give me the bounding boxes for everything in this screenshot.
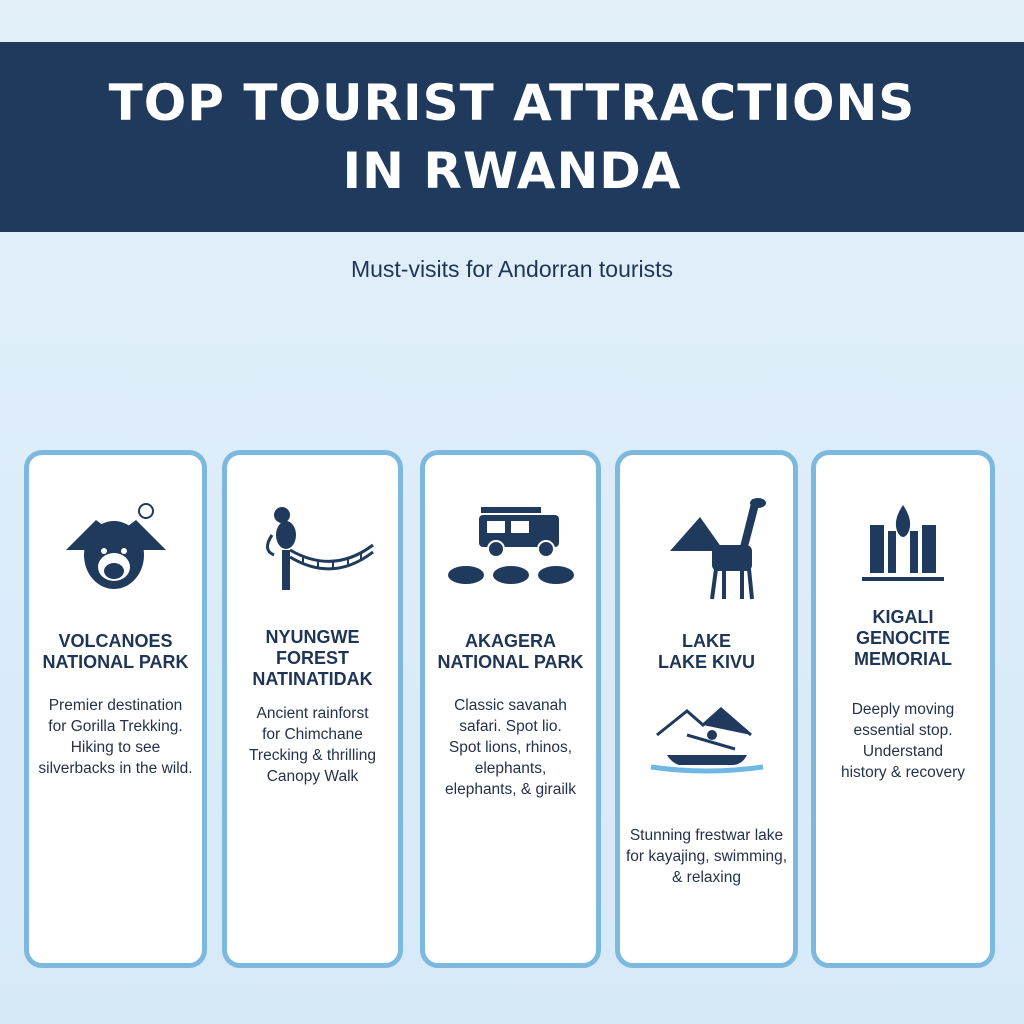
text-line: Trecking & thrilling [249,747,376,764]
text-line: FOREST [275,648,349,668]
card-description: Deeply moving essential stop. Understand hi… [820,699,986,783]
kayak-icon [620,705,793,775]
card-title: KIGALI GENOCITE MEMORIAL [820,607,986,670]
text-line: Premier destination [48,697,183,714]
text-line: KIGALI [872,607,934,627]
text-line: for kayajing, swimming, [625,848,788,865]
text-line: Understand [862,743,944,760]
text-line: Spot lions, rhinos, [448,739,573,756]
title-line-1: TOP TOURIST ATTRACTIONS [108,74,916,132]
card-description: Classic savanah safari. Spot lio. Spot lio… [429,695,592,800]
text-line: elephants, [474,760,547,777]
safari-jeep-animals-icon [425,495,596,605]
text-line: silverbacks in the wild. [38,760,193,777]
text-line: history & recovery [840,764,966,781]
text-line: safari. Spot lio. [459,718,562,735]
text-line: NATINATIDAK [252,669,373,689]
text-line: Classic savanah [454,697,567,714]
header-banner: TOP TOURIST ATTRACTIONS IN RWANDA [0,42,1024,232]
text-line: for Chimchane [262,726,363,743]
text-line: elephants, & girailk [445,781,576,798]
card-title: LAKE LAKE KIVU [624,631,789,673]
gorilla-icon [29,495,202,605]
card-lake-kivu: LAKE LAKE KIVU Stunning frestwar lake for … [615,450,798,968]
card-description: Premier destination for Gorilla Trekking.… [33,695,198,779]
text-line: Stunning frestwar lake [629,827,784,844]
card-kigali-memorial: KIGALI GENOCITE MEMORIAL Deeply moving esse… [811,450,995,968]
text-line: NATIONAL PARK [42,652,189,672]
page-title: TOP TOURIST ATTRACTIONS IN RWANDA [109,69,916,205]
text-line: Ancient rainforst [256,705,369,722]
text-line: AKAGERA [464,631,556,651]
card-title: AKAGERA NATIONAL PARK [429,631,592,673]
card-nyungwe: NYUNGWE FOREST NATINATIDAK Ancient rainfor… [222,450,403,968]
card-title: VOLCANOES NATIONAL PARK [33,631,198,673]
text-line: Deeply moving [851,701,955,718]
text-line: Hiking to see [70,739,161,756]
subtitle: Must-visits for Andorran tourists [350,256,674,282]
text-line: for Gorilla Trekking. [48,718,183,735]
card-description: Ancient rainforst for Chimchane Trecking &… [231,703,394,787]
title-line-2: IN RWANDA [342,142,682,200]
card-title: NYUNGWE FOREST NATINATIDAK [231,627,394,690]
giraffe-mountain-icon [620,495,793,605]
card-description: Stunning frestwar lake for kayajing, swim… [624,825,789,888]
text-line: LAKE KIVU [657,652,755,672]
text-line: essential stop. [853,722,953,739]
text-line: & relaxing [672,869,741,886]
text-line: NYUNGWE [265,627,360,647]
card-volcanoes: VOLCANOES NATIONAL PARK Premier destinati… [24,450,207,968]
text-line: VOLCANOES [58,631,173,651]
card-akagera: AKAGERA NATIONAL PARK Classic savanah safa… [420,450,601,968]
text-line: NATIONAL PARK [437,652,584,672]
monkey-canopy-bridge-icon [227,495,398,605]
text-line: MEMORIAL [854,649,952,669]
text-line: LAKE [682,631,731,651]
text-line: Canopy Walk [266,768,359,785]
memorial-flame-icon [816,495,990,605]
text-line: GENOCITE [855,628,950,648]
